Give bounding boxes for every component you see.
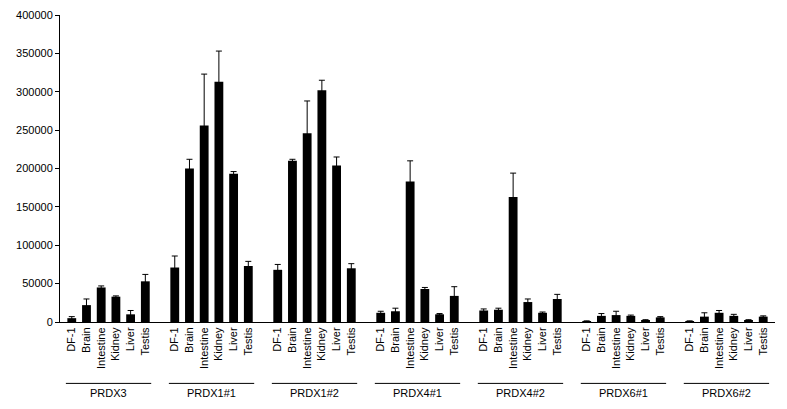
svg-text:DF-1: DF-1: [477, 327, 489, 351]
svg-text:Brain: Brain: [286, 327, 298, 353]
svg-text:Testis: Testis: [139, 327, 151, 356]
svg-text:DF-1: DF-1: [168, 327, 180, 351]
svg-text:350000: 350000: [16, 47, 53, 59]
svg-text:Liver: Liver: [433, 327, 445, 351]
svg-text:DF-1: DF-1: [374, 327, 386, 351]
svg-text:Liver: Liver: [227, 327, 239, 351]
svg-text:Intestine: Intestine: [301, 327, 313, 369]
svg-text:Liver: Liver: [124, 327, 136, 351]
svg-text:PRDX3: PRDX3: [90, 387, 127, 399]
svg-text:Kidney: Kidney: [315, 327, 327, 361]
svg-text:Testis: Testis: [448, 327, 460, 356]
svg-text:Brain: Brain: [492, 327, 504, 353]
svg-text:Liver: Liver: [330, 327, 342, 351]
svg-text:Intestine: Intestine: [713, 327, 725, 369]
svg-text:Intestine: Intestine: [507, 327, 519, 369]
svg-text:Intestine: Intestine: [198, 327, 210, 369]
svg-text:PRDX4#1: PRDX4#1: [393, 387, 442, 399]
svg-text:Brain: Brain: [389, 327, 401, 353]
svg-text:Brain: Brain: [595, 327, 607, 353]
svg-text:DF-1: DF-1: [580, 327, 592, 351]
svg-text:Intestine: Intestine: [404, 327, 416, 369]
svg-text:150000: 150000: [16, 201, 53, 213]
svg-text:Intestine: Intestine: [610, 327, 622, 369]
svg-text:200000: 200000: [16, 162, 53, 174]
svg-text:Testis: Testis: [242, 327, 254, 356]
svg-text:Intestine: Intestine: [95, 327, 107, 369]
svg-text:Brain: Brain: [80, 327, 92, 353]
svg-text:Liver: Liver: [536, 327, 548, 351]
svg-text:Testis: Testis: [654, 327, 666, 356]
svg-text:Kidney: Kidney: [727, 327, 739, 361]
svg-text:300000: 300000: [16, 86, 53, 98]
svg-text:Kidney: Kidney: [521, 327, 533, 361]
svg-text:Testis: Testis: [345, 327, 357, 356]
svg-text:Liver: Liver: [742, 327, 754, 351]
svg-text:PRDX6#1: PRDX6#1: [599, 387, 648, 399]
svg-text:DF-1: DF-1: [65, 327, 77, 351]
svg-text:100000: 100000: [16, 239, 53, 251]
svg-text:PRDX1#2: PRDX1#2: [290, 387, 339, 399]
svg-text:PRDX4#2: PRDX4#2: [496, 387, 545, 399]
svg-text:PRDX6#2: PRDX6#2: [702, 387, 751, 399]
svg-text:Kidney: Kidney: [418, 327, 430, 361]
svg-text:400000: 400000: [16, 9, 53, 21]
svg-text:Liver: Liver: [639, 327, 651, 351]
svg-text:PRDX1#1: PRDX1#1: [187, 387, 236, 399]
svg-text:Brain: Brain: [698, 327, 710, 353]
svg-text:Kidney: Kidney: [212, 327, 224, 361]
svg-text:0: 0: [47, 316, 53, 328]
svg-text:Brain: Brain: [183, 327, 195, 353]
svg-text:250000: 250000: [16, 124, 53, 136]
svg-text:Testis: Testis: [551, 327, 563, 356]
svg-text:DF-1: DF-1: [271, 327, 283, 351]
svg-text:DF-1: DF-1: [683, 327, 695, 351]
svg-text:Testis: Testis: [757, 327, 769, 356]
svg-text:Kidney: Kidney: [624, 327, 636, 361]
svg-text:Kidney: Kidney: [109, 327, 121, 361]
svg-text:50000: 50000: [22, 277, 53, 289]
